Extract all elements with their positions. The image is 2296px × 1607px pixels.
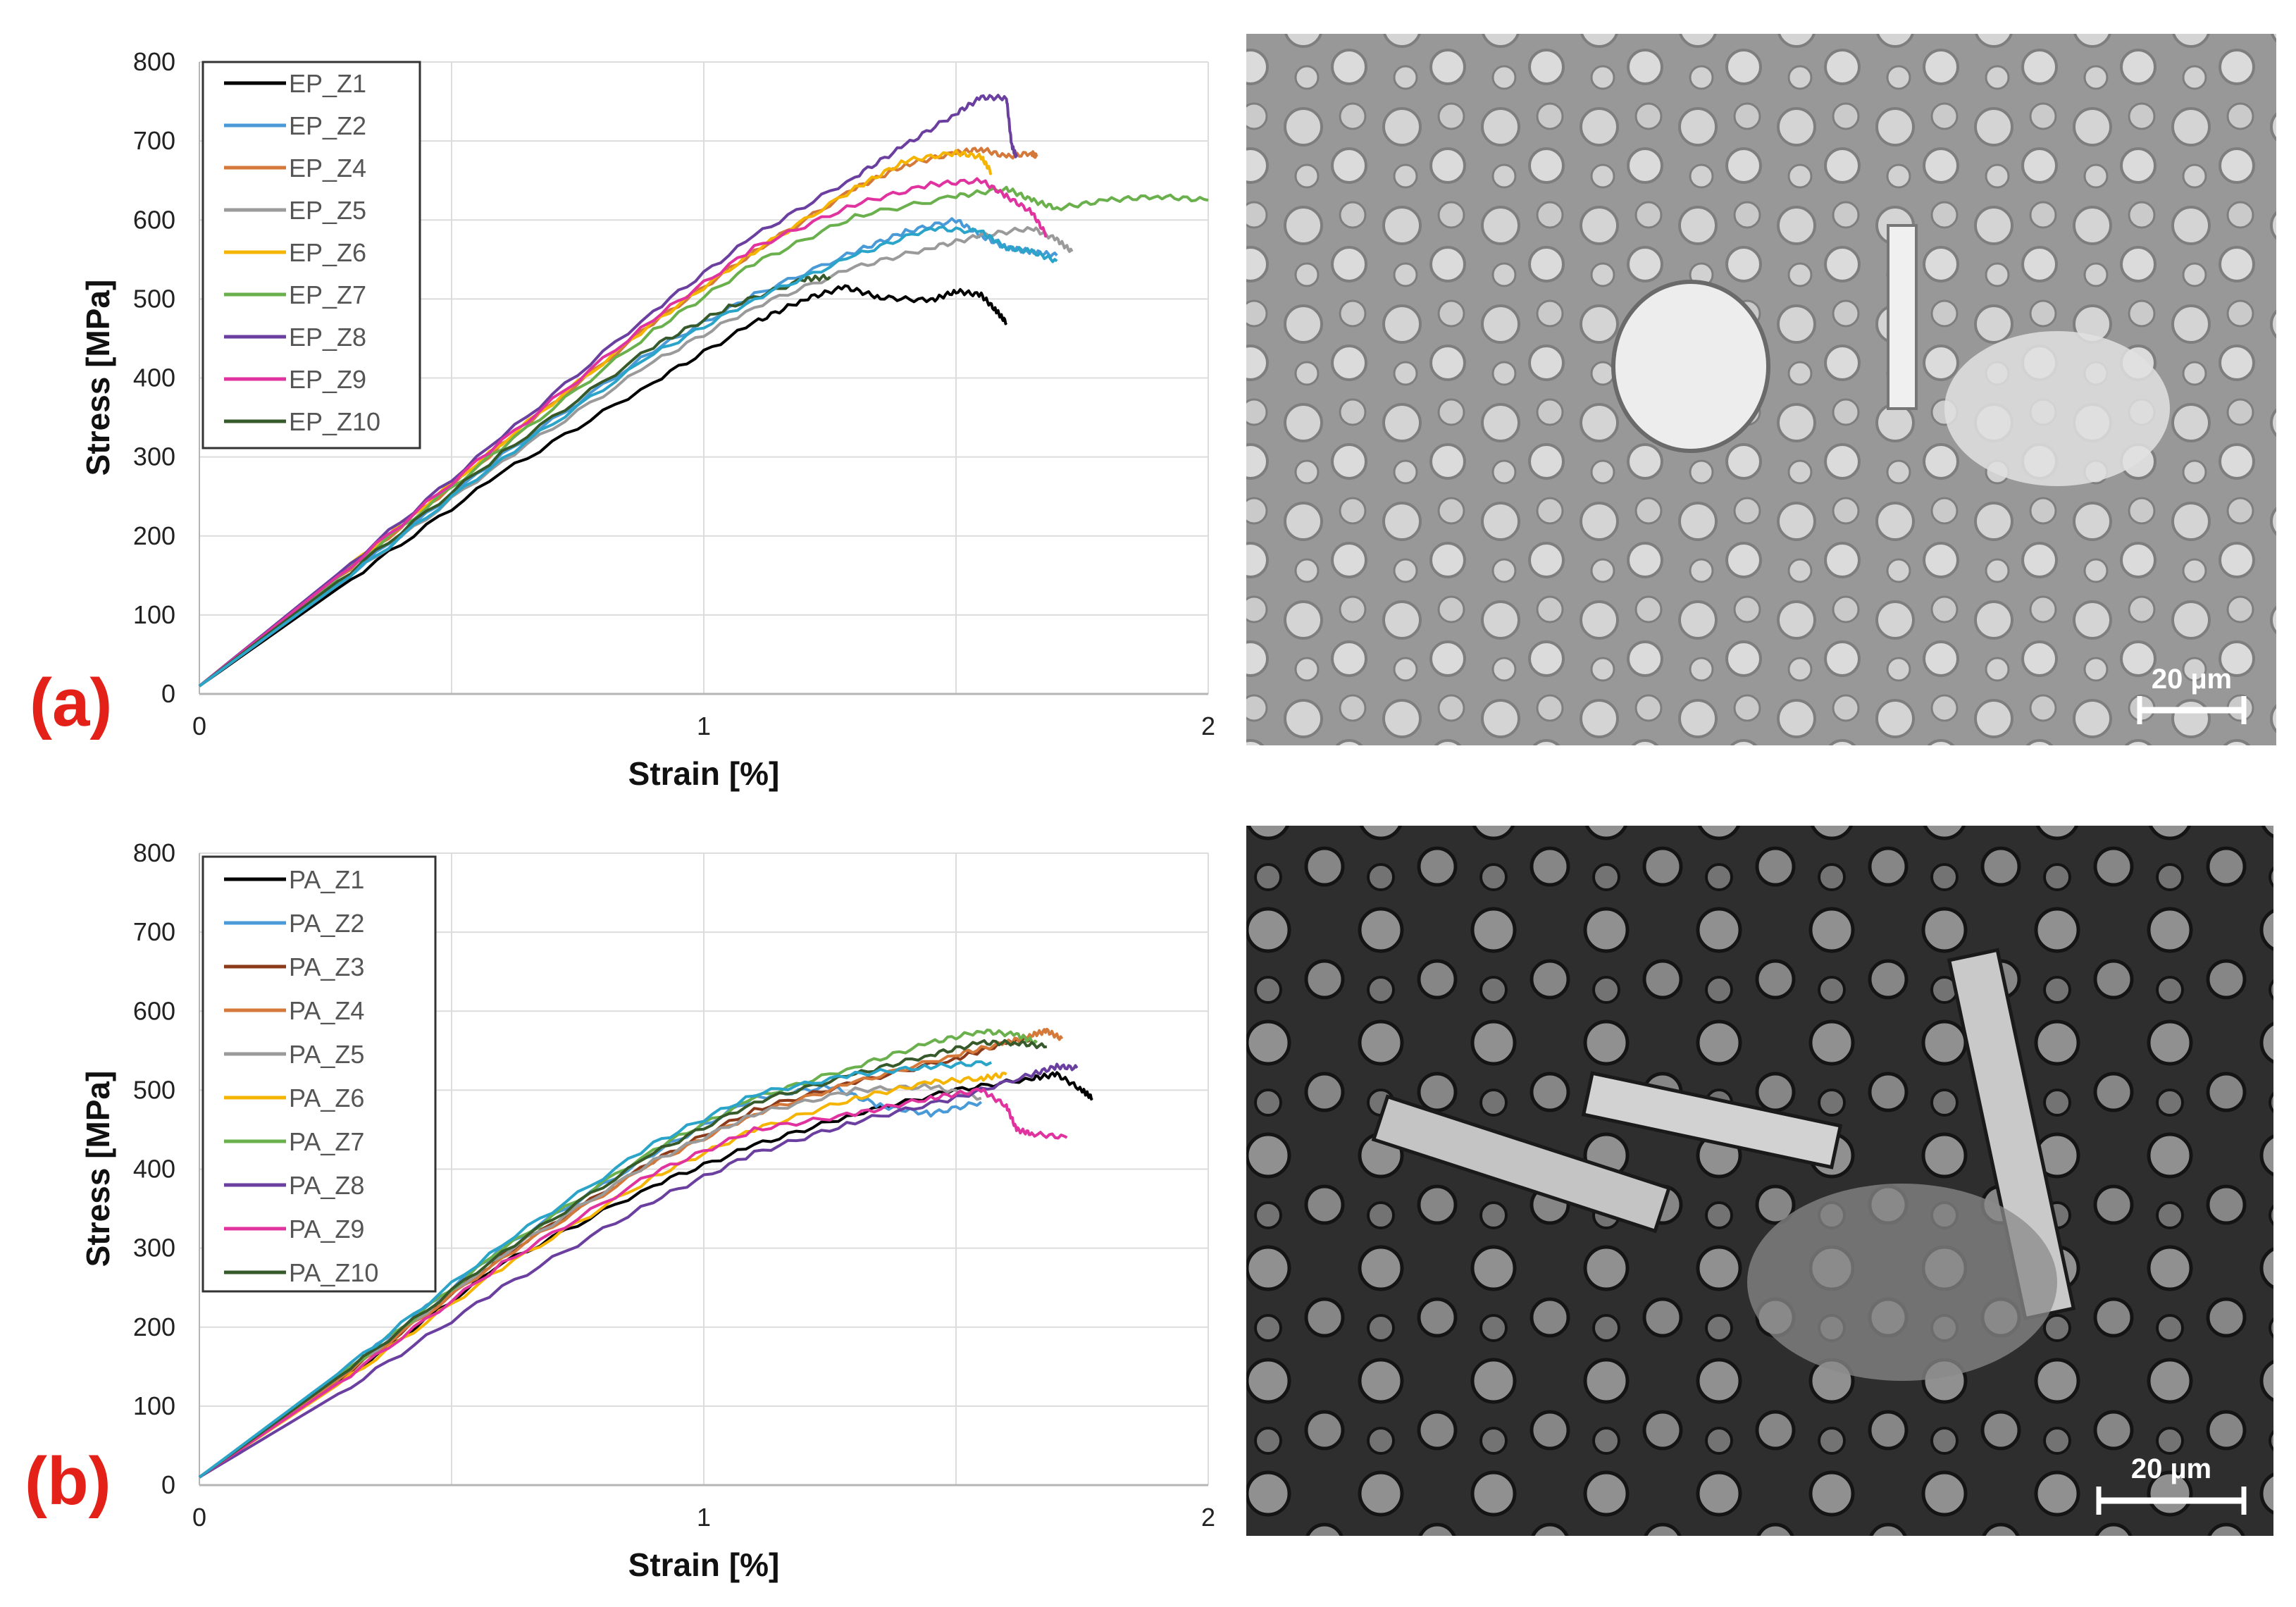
x-tick-label: 1 bbox=[697, 1503, 711, 1532]
y-tick-label: 0 bbox=[161, 679, 175, 708]
y-axis-title: Stress [MPa] bbox=[80, 280, 116, 476]
x-axis-title: Strain [%] bbox=[628, 1546, 780, 1583]
y-tick-label: 700 bbox=[133, 917, 175, 946]
legend-label: PA_Z4 bbox=[289, 996, 364, 1025]
series-line-ep-z10 bbox=[198, 273, 831, 688]
y-tick-label: 400 bbox=[133, 364, 175, 392]
series-line-ep-z8 bbox=[198, 94, 1018, 688]
series-line-ep-z9 bbox=[198, 177, 1048, 688]
series-line-pa-z9 bbox=[198, 1087, 1068, 1479]
y-tick-label: 600 bbox=[133, 996, 175, 1025]
sem-image-a: 20 µm bbox=[1246, 34, 2276, 745]
y-tick-label: 500 bbox=[133, 1075, 175, 1104]
legend-label: PA_Z7 bbox=[289, 1127, 364, 1156]
legend-label: EP_Z8 bbox=[289, 323, 366, 352]
x-tick-label: 2 bbox=[1201, 712, 1215, 740]
legend-label: EP_Z9 bbox=[289, 365, 366, 394]
x-tick-label: 0 bbox=[192, 712, 206, 740]
stress-strain-chart-b: 0 100 200 300 400 500 600 700 800 0 1 2 Strain [%]… bbox=[80, 838, 1215, 1583]
panel-label-a: (a) bbox=[30, 665, 112, 740]
y-tick-label: 200 bbox=[133, 521, 175, 550]
legend-label: PA_Z8 bbox=[289, 1171, 364, 1200]
series-line-unlabeled bbox=[198, 1060, 992, 1479]
legend-label: EP_Z10 bbox=[289, 407, 380, 436]
y-tick-label: 200 bbox=[133, 1313, 175, 1341]
legend-label: EP_Z1 bbox=[289, 69, 366, 98]
y-tick-label: 600 bbox=[133, 205, 175, 234]
y-tick-label: 800 bbox=[133, 838, 175, 867]
series-line-pa-z5 bbox=[198, 1083, 982, 1479]
panel-a: 0 100 200 300 400 500 600 700 800 0 1 2 Strain [%]… bbox=[30, 34, 2276, 792]
y-tick-label: 100 bbox=[133, 1391, 175, 1420]
sem-image-b: 20 µm bbox=[1246, 826, 2273, 1536]
legend-label: PA_Z1 bbox=[289, 865, 364, 894]
x-axis-title: Strain [%] bbox=[628, 755, 780, 792]
y-tick-label: 400 bbox=[133, 1155, 175, 1184]
y-tick-label: 300 bbox=[133, 442, 175, 471]
scale-bar-label-a: 20 µm bbox=[2152, 664, 2232, 695]
y-tick-label: 0 bbox=[161, 1470, 175, 1499]
legend-label: PA_Z5 bbox=[289, 1040, 364, 1069]
y-axis-title: Stress [MPa] bbox=[80, 1071, 116, 1267]
series-line-ep-z6 bbox=[198, 149, 993, 688]
y-tick-label: 700 bbox=[133, 126, 175, 155]
y-tick-label: 100 bbox=[133, 600, 175, 629]
legend: EP_Z1 EP_Z2 EP_Z4 EP_Z5 EP_Z6 EP_Z7 EP_Z8 EP_Z9… bbox=[201, 61, 421, 449]
legend-label: EP_Z4 bbox=[289, 154, 366, 182]
y-tick-label: 800 bbox=[133, 47, 175, 76]
legend-label: PA_Z6 bbox=[289, 1084, 364, 1112]
panel-b: 0 100 200 300 400 500 600 700 800 0 1 2 Strain [%]… bbox=[25, 826, 2273, 1583]
legend-label: PA_Z3 bbox=[289, 953, 364, 981]
x-tick-label: 2 bbox=[1201, 1503, 1215, 1532]
legend: PA_Z1 PA_Z2 PA_Z3 PA_Z4 PA_Z5 PA_Z6 PA_Z7 PA_Z8… bbox=[201, 855, 437, 1293]
scale-bar-label-b: 20 µm bbox=[2131, 1453, 2211, 1484]
y-tick-label: 300 bbox=[133, 1234, 175, 1262]
x-tick-label: 1 bbox=[697, 712, 711, 740]
legend-label: PA_Z10 bbox=[289, 1258, 378, 1287]
series-line-ep-z1 bbox=[198, 284, 1008, 688]
series-line-pa-z10 bbox=[198, 1038, 1048, 1479]
stress-strain-chart-a: 0 100 200 300 400 500 600 700 800 0 1 2 Strain [%]… bbox=[80, 47, 1215, 792]
series-line-pa-z8 bbox=[198, 1062, 1079, 1479]
legend-label: EP_Z6 bbox=[289, 238, 366, 267]
x-tick-label: 0 bbox=[192, 1503, 206, 1532]
series-line-unlabeled bbox=[198, 225, 1058, 688]
panel-label-b: (b) bbox=[25, 1444, 111, 1519]
y-tick-label: 500 bbox=[133, 284, 175, 313]
legend-label: EP_Z5 bbox=[289, 196, 366, 225]
series-line-pa-z4 bbox=[198, 1027, 1064, 1479]
legend-label: PA_Z2 bbox=[289, 909, 364, 938]
legend-label: EP_Z7 bbox=[289, 280, 366, 309]
legend-label: PA_Z9 bbox=[289, 1215, 364, 1243]
legend-label: EP_Z2 bbox=[289, 111, 366, 140]
